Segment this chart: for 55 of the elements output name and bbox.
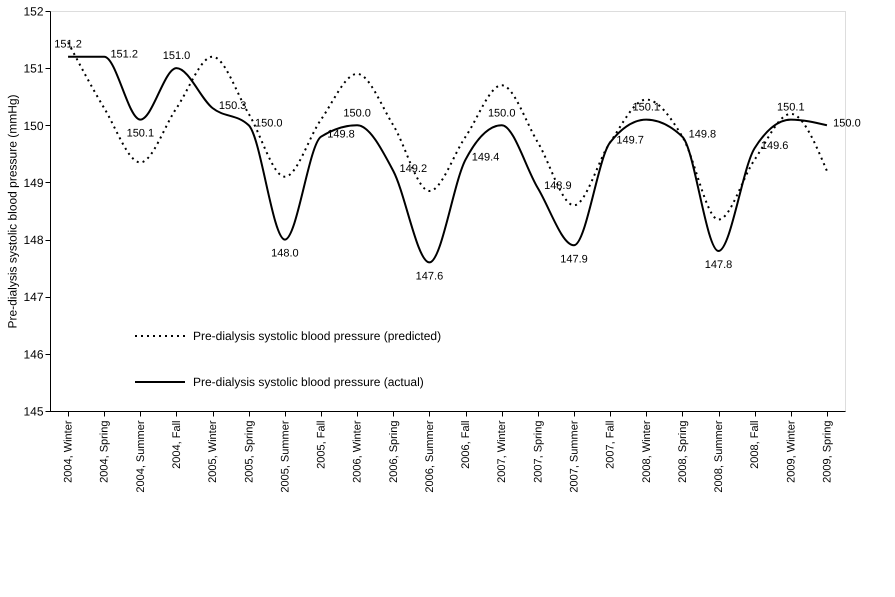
data-label: 150.0 bbox=[833, 117, 861, 130]
data-label: 150.0 bbox=[488, 107, 516, 120]
data-label: 149.4 bbox=[472, 152, 500, 164]
data-label: 147.8 bbox=[704, 259, 732, 271]
x-tick-label: 2009, Winter bbox=[785, 420, 798, 483]
data-label: 149.6 bbox=[760, 140, 788, 152]
data-label: 148.0 bbox=[271, 248, 299, 260]
x-tick-label: 2005, Fall bbox=[316, 420, 328, 469]
data-label: 147.9 bbox=[560, 253, 588, 266]
x-tick-label: 2007, Spring bbox=[532, 420, 544, 483]
x-tick-label: 2005, Spring bbox=[243, 420, 256, 483]
data-label: 151.2 bbox=[110, 48, 138, 61]
data-label: 149.8 bbox=[327, 128, 355, 141]
data-label: 150.1 bbox=[632, 102, 660, 114]
y-tick-label: 150 bbox=[23, 118, 44, 133]
x-tick-label: 2008, Winter bbox=[640, 420, 653, 483]
x-tick-label: 2004, Fall bbox=[170, 420, 183, 469]
data-label: 147.6 bbox=[416, 270, 444, 282]
data-label: 150.1 bbox=[777, 102, 805, 114]
data-label: 149.7 bbox=[616, 134, 644, 146]
x-tick-label: 2009, Spring bbox=[821, 420, 834, 483]
y-axis-title: Pre-dialysis systolic blood pressure (mmHg) bbox=[5, 94, 20, 329]
x-tick-label: 2004, Summer bbox=[134, 420, 147, 493]
data-label: 148.9 bbox=[544, 180, 572, 192]
x-tick-label: 2004, Spring bbox=[98, 420, 111, 483]
data-label: 150.0 bbox=[254, 117, 283, 130]
y-tick-label: 146 bbox=[23, 347, 44, 362]
data-label: 151.2 bbox=[54, 38, 82, 51]
x-tick-label: 2005, Winter bbox=[207, 420, 220, 483]
data-label: 150.0 bbox=[343, 107, 371, 120]
legend-label: Pre-dialysis systolic blood pressure (actual) bbox=[193, 375, 424, 389]
y-tick-label: 145 bbox=[23, 404, 44, 418]
y-tick-label: 149 bbox=[23, 176, 44, 190]
x-tick-label: 2006, Winter bbox=[352, 420, 364, 483]
y-tick-label: 148 bbox=[23, 233, 44, 248]
x-tick-label: 2007, Summer bbox=[568, 420, 580, 493]
y-tick-label: 147 bbox=[23, 290, 44, 304]
y-tick-label: 151 bbox=[23, 62, 44, 76]
x-tick-label: 2007, Fall bbox=[604, 420, 617, 469]
data-label: 150.3 bbox=[218, 100, 246, 112]
data-label: 149.8 bbox=[688, 128, 716, 141]
data-label: 149.2 bbox=[400, 163, 428, 175]
x-tick-label: 2005, Summer bbox=[279, 420, 292, 493]
y-tick-label: 152 bbox=[23, 4, 44, 18]
x-tick-label: 2006, Spring bbox=[388, 420, 400, 483]
x-tick-label: 2006, Fall bbox=[460, 420, 472, 469]
x-tick-label: 2004, Winter bbox=[62, 420, 75, 483]
data-label: 150.1 bbox=[126, 128, 154, 140]
x-tick-label: 2007, Winter bbox=[496, 420, 508, 483]
x-tick-label: 2008, Spring bbox=[676, 420, 689, 483]
data-label: 151.0 bbox=[162, 50, 190, 62]
x-tick-label: 2006, Summer bbox=[424, 420, 436, 493]
x-tick-label: 2008, Summer bbox=[713, 420, 726, 493]
legend-label: Pre-dialysis systolic blood pressure (predicted) bbox=[193, 329, 442, 343]
x-tick-label: 2008, Fall bbox=[749, 420, 762, 469]
